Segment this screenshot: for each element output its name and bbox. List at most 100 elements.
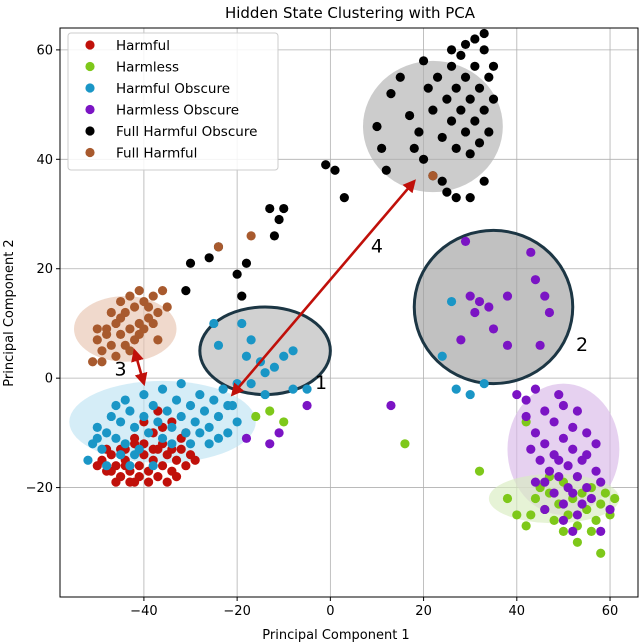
data-point	[265, 406, 275, 416]
data-point	[432, 72, 443, 82]
data-point	[213, 242, 224, 252]
data-point	[558, 515, 569, 526]
x-tick-label: −20	[223, 604, 250, 619]
data-point	[115, 329, 126, 339]
data-point	[582, 450, 592, 460]
data-point	[115, 417, 126, 427]
data-point	[260, 368, 270, 378]
data-point	[530, 493, 541, 504]
data-point	[167, 439, 177, 449]
data-point	[512, 510, 522, 520]
data-point	[530, 384, 541, 394]
data-point	[265, 439, 275, 449]
data-point	[83, 455, 93, 465]
legend-box	[67, 32, 279, 171]
data-point	[153, 472, 163, 482]
data-point	[139, 411, 149, 422]
data-point	[213, 411, 224, 422]
data-point	[223, 428, 233, 438]
y-tick-label: 20	[36, 262, 53, 277]
data-point	[451, 384, 461, 394]
data-point	[111, 351, 121, 361]
data-point	[586, 493, 596, 504]
x-axis-title: Principal Component 1	[262, 628, 409, 643]
data-point	[530, 477, 541, 487]
data-point	[246, 335, 256, 345]
data-point	[456, 105, 466, 115]
data-point	[190, 455, 200, 465]
data-point	[465, 291, 475, 301]
data-point	[372, 121, 382, 132]
data-point	[526, 510, 536, 520]
data-point	[204, 422, 214, 432]
y-tick-label: −20	[26, 481, 53, 496]
legend-label: Harmless Obscure	[116, 103, 239, 119]
data-point	[269, 231, 280, 241]
data-point	[582, 428, 592, 438]
data-point	[148, 291, 158, 301]
data-point	[568, 444, 578, 454]
data-point	[437, 351, 447, 361]
data-point	[446, 296, 457, 307]
data-point	[446, 45, 457, 55]
data-point	[167, 422, 177, 432]
annotation-label: 1	[315, 372, 327, 394]
data-point	[437, 132, 447, 143]
data-point	[157, 286, 168, 296]
data-point	[153, 307, 163, 318]
data-point	[521, 521, 531, 531]
data-point	[470, 307, 480, 318]
data-point	[139, 389, 149, 400]
data-point	[120, 395, 130, 405]
data-point	[558, 526, 569, 536]
data-point	[125, 346, 135, 356]
data-point	[181, 428, 191, 438]
data-point	[418, 154, 429, 164]
data-point	[418, 56, 429, 66]
data-point	[181, 286, 191, 296]
data-point	[586, 526, 596, 536]
data-point	[339, 193, 349, 203]
data-point	[134, 286, 144, 296]
data-point	[102, 461, 112, 471]
data-point	[232, 269, 242, 279]
data-point	[465, 149, 475, 159]
annotation-label: 2	[576, 334, 588, 356]
legend-label: Harmful	[116, 38, 170, 54]
data-point	[227, 400, 238, 411]
legend-label: Harmful Obscure	[116, 81, 230, 97]
data-point	[129, 302, 140, 312]
data-point	[451, 193, 461, 203]
data-point	[488, 61, 499, 71]
data-point	[470, 116, 480, 126]
data-point	[241, 433, 252, 443]
data-point	[143, 477, 154, 487]
data-point	[195, 389, 205, 400]
data-point	[540, 439, 550, 449]
data-point	[330, 165, 340, 175]
data-point	[535, 455, 545, 465]
data-point	[209, 318, 219, 329]
cluster-ellipse	[73, 296, 177, 362]
data-point	[610, 493, 620, 504]
data-point	[577, 499, 587, 509]
data-point	[185, 400, 196, 411]
data-point	[143, 302, 154, 312]
legend-marker	[85, 147, 95, 158]
data-point	[97, 444, 107, 454]
data-point	[409, 143, 419, 153]
data-point	[479, 176, 489, 186]
data-point	[251, 411, 261, 422]
data-point	[484, 72, 494, 82]
data-point	[162, 302, 172, 312]
cluster-ellipse	[198, 305, 332, 397]
data-point	[97, 346, 107, 356]
data-point	[465, 193, 475, 203]
data-point	[232, 417, 242, 427]
data-point	[526, 247, 536, 257]
data-point	[596, 477, 606, 487]
data-point	[558, 400, 569, 411]
data-point	[540, 504, 550, 515]
data-point	[502, 493, 513, 504]
axis-ticks: −40 −20 0 20 40 60 −20 0 20 40 60	[26, 43, 619, 619]
